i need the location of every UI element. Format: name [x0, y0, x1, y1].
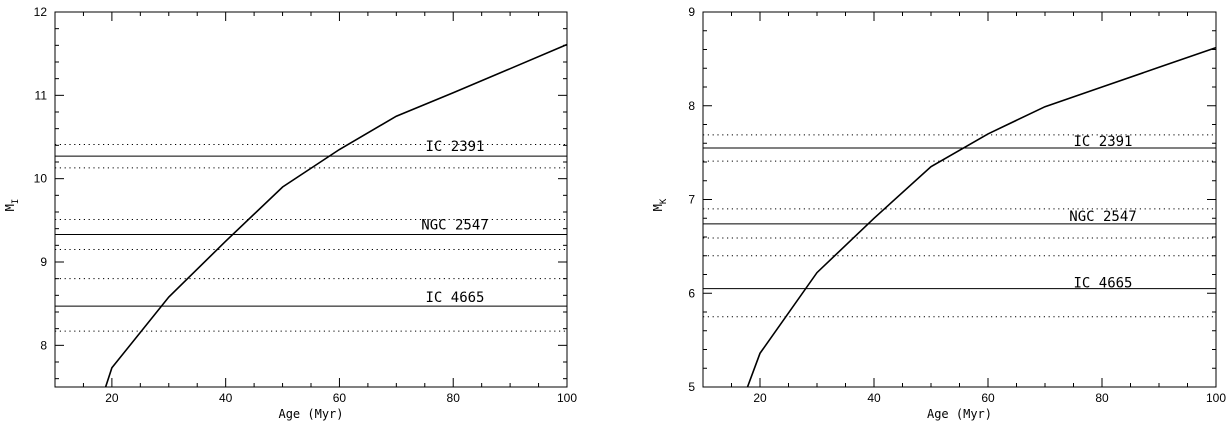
y-axis-title: MK	[651, 198, 669, 211]
x-axis-title: Age (Myr)	[927, 407, 992, 421]
y-tick-label: 6	[688, 286, 695, 300]
cluster-label: NGC 2547	[421, 218, 488, 234]
y-tick-label: 5	[688, 380, 695, 394]
model-curve	[746, 46, 1217, 388]
chart-panel-2: 20 40 60 80 100 5 6 7 8 9 Age (Myr) MK IC 2391 NGC 25…	[651, 5, 1226, 421]
x-tick-label: 60	[981, 391, 995, 405]
y-tick-label: 10	[34, 172, 48, 186]
x-tick-label: 60	[333, 391, 347, 405]
x-tick-label: 20	[753, 391, 767, 405]
x-tick-label: 80	[447, 391, 461, 405]
cluster-label: IC 2391	[1073, 134, 1132, 150]
x-tick-label: 100	[557, 391, 577, 405]
y-axis-title-main: M	[651, 204, 665, 211]
y-tick-label: 8	[40, 338, 47, 352]
x-axis-title: Age (Myr)	[278, 407, 343, 421]
y-tick-label: 7	[688, 193, 695, 207]
y-tick-label: 11	[35, 88, 48, 102]
x-tick-label: 40	[867, 391, 881, 405]
cluster-label: IC 2391	[425, 139, 484, 155]
cluster-label: IC 4665	[425, 290, 484, 306]
x-tick-label: 40	[219, 391, 233, 405]
plot-frame	[702, 11, 1217, 388]
y-tick-label: 9	[40, 255, 47, 269]
x-tick-label: 80	[1095, 391, 1109, 405]
y-axis-title-main: M	[3, 204, 17, 211]
y-axis-title-sub: I	[11, 199, 21, 204]
x-tick-label: 20	[105, 391, 119, 405]
chart-panel-1: 20 40 60 80 100 8 9 10 11 12 Age (Myr) MI IC 2391 NGC…	[3, 5, 577, 421]
y-tick-label: 12	[34, 5, 48, 19]
y-tick-label: 8	[688, 99, 695, 113]
cluster-label: IC 4665	[1073, 276, 1132, 292]
model-curve	[104, 43, 568, 388]
y-tick-label: 9	[688, 5, 695, 19]
y-axis-title: MI	[3, 199, 21, 212]
x-tick-label: 100	[1206, 391, 1226, 405]
y-axis-title-sub: K	[659, 198, 669, 204]
cluster-label: NGC 2547	[1069, 209, 1136, 225]
